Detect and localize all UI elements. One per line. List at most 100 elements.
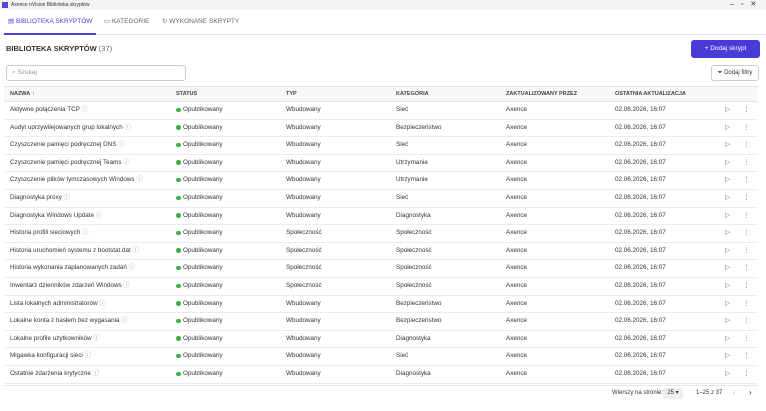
cell: Historia wykonania zaplanowanych zadań ⓘ xyxy=(10,259,135,277)
run-button[interactable]: ▷ xyxy=(725,352,730,360)
cell: Wbudowany xyxy=(286,334,321,342)
script-name: Audyt uprzywilejowanych grup lokalnych xyxy=(10,123,123,131)
run-button[interactable]: ▷ xyxy=(725,211,730,219)
info-icon[interactable]: ⓘ xyxy=(119,317,128,325)
table-row[interactable]: Diagnostyka Windows Update ⓘ Opublikowany… xyxy=(4,207,758,226)
cell: Diagnostyka xyxy=(396,334,431,342)
run-button[interactable]: ▷ xyxy=(725,106,730,113)
more-button[interactable]: ⋮ xyxy=(743,334,750,342)
cell: 02.06.2026, 16:07 xyxy=(615,229,666,237)
cell: Utrzymanie xyxy=(396,176,428,184)
info-icon[interactable]: ⓘ xyxy=(90,370,99,377)
cell: Opublikowany xyxy=(183,211,223,219)
cell: Diagnostyka xyxy=(396,370,431,377)
cell: Wbudowany xyxy=(286,106,321,113)
tab[interactable]: ▭ KATEGORIE xyxy=(104,18,150,25)
script-name: Migawka konfiguracji sieci xyxy=(10,352,83,360)
cell: Wbudowany xyxy=(286,352,321,360)
table-row[interactable]: Lokalne konta z hasłem bez wygasania ⓘ Op… xyxy=(4,312,758,331)
rows-per-page-select[interactable]: 25 ▾ xyxy=(663,388,683,399)
more-button[interactable]: ⋮ xyxy=(743,299,750,307)
more-button[interactable]: ⋮ xyxy=(743,229,750,237)
run-button[interactable]: ▷ xyxy=(725,176,730,184)
table-row[interactable]: Ostatnie zdarzenia krytyczne ⓘ Opublikowa… xyxy=(4,365,758,384)
cell: Lokalne profile użytkowników ⓘ xyxy=(10,330,100,348)
more-button[interactable]: ⋮ xyxy=(743,158,750,166)
more-button[interactable]: ⋮ xyxy=(743,282,750,289)
table-row[interactable]: Aktywne połączenia TCP ⓘ Opublikowany Wbud… xyxy=(4,101,758,120)
info-icon[interactable]: ⓘ xyxy=(121,158,130,166)
more-button[interactable]: ⋮ xyxy=(743,141,750,149)
run-button[interactable]: ▷ xyxy=(725,299,730,307)
search-box[interactable]: ⌕ Szukaj xyxy=(6,65,186,81)
cell: Wbudowany xyxy=(286,211,321,219)
info-icon[interactable]: ⓘ xyxy=(94,211,103,219)
more-button[interactable]: ⋮ xyxy=(743,211,750,219)
add-script-button[interactable]: + Dodaj skrypt xyxy=(691,40,760,58)
info-icon[interactable]: ⓘ xyxy=(121,282,130,289)
run-button[interactable]: ▷ xyxy=(725,246,730,254)
next-page[interactable]: › xyxy=(749,388,752,397)
cell: Wbudowany xyxy=(286,176,321,184)
status-dot xyxy=(176,160,181,165)
more-button[interactable]: ⋮ xyxy=(743,106,750,113)
tab[interactable]: ↻ WYKONANE SKRYPTY xyxy=(162,18,240,25)
info-icon[interactable]: ⓘ xyxy=(126,264,135,272)
run-button[interactable]: ▷ xyxy=(725,123,730,131)
table-row[interactable]: Historia uruchomień systemu z bootstat.d… xyxy=(4,242,758,261)
cell: Lokalne konta z hasłem bez wygasania ⓘ xyxy=(10,312,128,330)
table-row[interactable]: Migawka konfiguracji sieci ⓘ Opublikowany… xyxy=(4,347,758,366)
tab[interactable]: ▤ BIBLIOTEKA SKRYPTÓW xyxy=(4,10,97,35)
more-button[interactable]: ⋮ xyxy=(743,123,750,131)
more-button[interactable]: ⋮ xyxy=(743,194,750,201)
run-button[interactable]: ▷ xyxy=(725,334,730,342)
cell: 02.06.2026, 16:07 xyxy=(615,299,666,307)
more-button[interactable]: ⋮ xyxy=(743,176,750,184)
info-icon[interactable]: ⓘ xyxy=(79,106,88,113)
info-icon[interactable]: ⓘ xyxy=(134,176,143,184)
more-button[interactable]: ⋮ xyxy=(743,317,750,325)
script-name: Historia profili sieciowych xyxy=(10,229,81,237)
table-row[interactable]: Audyt uprzywilejowanych grup lokalnych ⓘ… xyxy=(4,119,758,138)
info-icon[interactable]: ⓘ xyxy=(91,334,100,342)
filter-button[interactable]: ⏷ Dodaj filtry xyxy=(711,65,759,81)
table-row[interactable]: Czyszczenie pamięci podręcznej Teams ⓘ Op… xyxy=(4,154,758,173)
more-button[interactable]: ⋮ xyxy=(743,264,750,272)
table-row[interactable]: Inwentarz dzienników zdarzeń Windows ⓘ Op… xyxy=(4,277,758,296)
more-button[interactable]: ⋮ xyxy=(743,246,750,254)
run-button[interactable]: ▷ xyxy=(725,158,730,166)
cell: Opublikowany xyxy=(183,317,223,325)
info-icon[interactable]: ⓘ xyxy=(122,123,131,131)
cell: 02.06.2026, 16:07 xyxy=(615,141,666,149)
table-row[interactable]: Historia wykonania zaplanowanych zadań ⓘ… xyxy=(4,259,758,278)
cell: Opublikowany xyxy=(183,194,223,201)
info-icon[interactable]: ⓘ xyxy=(80,229,89,237)
run-button[interactable]: ▷ xyxy=(725,282,730,289)
run-button[interactable]: ▷ xyxy=(725,317,730,325)
run-button[interactable]: ▷ xyxy=(725,229,730,237)
more-button[interactable]: ⋮ xyxy=(743,352,750,360)
info-icon[interactable]: ⓘ xyxy=(61,194,70,201)
cell: 02.06.2026, 16:07 xyxy=(615,370,666,377)
table-row[interactable]: Czyszczenie plików tymczasowych Windows … xyxy=(4,171,758,190)
prev-page[interactable]: ‹ xyxy=(733,388,736,397)
cell: Axence xyxy=(506,317,528,325)
table-row[interactable]: Czyszczenie pamięci podręcznej DNS ⓘ Opub… xyxy=(4,136,758,155)
cell: Opublikowany xyxy=(183,246,223,254)
table-header xyxy=(4,86,758,102)
window-controls[interactable]: –▫✕ xyxy=(730,1,764,8)
info-icon[interactable]: ⓘ xyxy=(116,141,125,149)
info-icon[interactable]: ⓘ xyxy=(130,246,139,254)
run-button[interactable]: ▷ xyxy=(725,194,730,201)
info-icon[interactable]: ⓘ xyxy=(97,299,106,307)
run-button[interactable]: ▷ xyxy=(725,370,730,377)
table-row[interactable]: Lista lokalnych administratorów ⓘ Opublik… xyxy=(4,295,758,314)
table-row[interactable]: Historia profili sieciowych ⓘ Opublikowan… xyxy=(4,224,758,243)
run-button[interactable]: ▷ xyxy=(725,141,730,149)
run-button[interactable]: ▷ xyxy=(725,264,730,272)
table-row[interactable]: Lokalne profile użytkowników ⓘ Opublikowa… xyxy=(4,330,758,349)
more-button[interactable]: ⋮ xyxy=(743,370,750,377)
cell: Historia profili sieciowych ⓘ xyxy=(10,224,88,242)
info-icon[interactable]: ⓘ xyxy=(82,352,91,360)
table-row[interactable]: Diagnostyka proxy ⓘ Opublikowany Wbudowany… xyxy=(4,189,758,208)
